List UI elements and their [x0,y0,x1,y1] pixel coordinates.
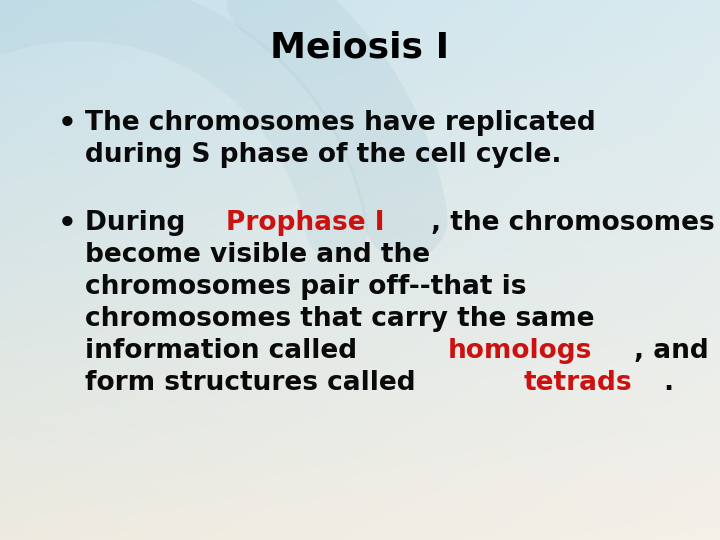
Text: become visible and the: become visible and the [85,242,430,268]
Text: •: • [58,110,77,138]
Text: During: During [85,210,194,236]
Text: , and: , and [634,338,709,364]
Text: form structures called: form structures called [85,370,425,396]
Text: during S phase of the cell cycle.: during S phase of the cell cycle. [85,142,562,168]
Text: information called: information called [85,338,366,364]
Text: chromosomes pair off--that is: chromosomes pair off--that is [85,274,526,300]
Text: , the chromosomes: , the chromosomes [431,210,714,236]
Text: •: • [58,210,77,238]
Text: Prophase I: Prophase I [226,210,384,236]
Text: homologs: homologs [448,338,593,364]
Text: chromosomes that carry the same: chromosomes that carry the same [85,306,595,332]
Text: .: . [664,370,674,396]
Text: tetrads: tetrads [523,370,632,396]
Text: Meiosis I: Meiosis I [271,30,449,64]
Text: The chromosomes have replicated: The chromosomes have replicated [85,110,595,136]
